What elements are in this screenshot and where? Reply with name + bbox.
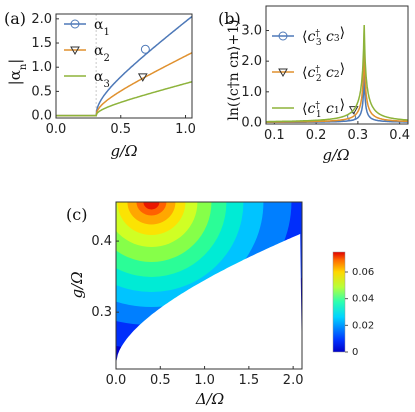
panel-b-label: (b) <box>218 9 241 28</box>
legend-label-α3: α3 <box>94 69 110 90</box>
series-marker-α2 <box>137 73 148 82</box>
legend-label-α1: α1 <box>94 17 110 38</box>
colorbar-tick-label: 0 <box>352 347 358 358</box>
panel-b-ytick-label: 0.0 <box>241 115 262 130</box>
legend-marker-c3 <box>278 31 288 41</box>
series-marker-α1 <box>140 44 150 54</box>
panel-a-label: (a) <box>4 9 26 28</box>
panel-a: (a) |αn| g/Ω 0.0 0.5 1.0 0.0 0.5 1.0 1.5 2.0 α1… <box>4 9 196 160</box>
panel-b-ylabel: ln(⟨c†n cn⟩+1) <box>226 19 242 120</box>
panel-b-frame <box>265 5 409 125</box>
panel-a-frame <box>55 13 193 119</box>
panel-c-xtick-label: 1.0 <box>194 373 215 388</box>
legend-label-c3: ⟨c† 3 c3⟩ <box>302 25 345 48</box>
colorbar-ticks: 0 0.02 0.04 0.06 <box>345 267 374 358</box>
panel-c-ytick-label: 0.3 <box>91 305 112 320</box>
panel-b-ytick-label: 2.0 <box>241 54 262 69</box>
panel-a-ticks: 0.0 0.5 1.0 0.0 0.5 1.0 1.5 2.0 <box>31 12 196 137</box>
legend-marker-α1 <box>70 19 80 29</box>
panel-c-label: (c) <box>66 205 87 224</box>
legend-label-c1: ⟨c† 1 c1⟩ <box>302 97 345 120</box>
panel-c-xtick-label: 0.0 <box>106 373 127 388</box>
panel-b-ytick-label: 1.0 <box>241 85 262 100</box>
colorbar <box>332 251 346 353</box>
panel-a-legend: α1 α2 α3 <box>64 17 110 90</box>
panel-b-xtick-label: 0.3 <box>348 128 369 143</box>
panel-a-ytick-label: 1.5 <box>31 36 52 51</box>
panel-c-xtick-label: 0.5 <box>150 373 171 388</box>
panel-b-xtick-label: 0.1 <box>264 128 285 143</box>
panel-a-xtick-label: 0.0 <box>46 122 67 137</box>
panel-b-plot <box>266 24 408 124</box>
legend-marker-c2 <box>278 68 288 78</box>
colorbar-tick-label: 0.06 <box>352 267 374 278</box>
panel-b-xlabel: g/Ω <box>322 146 349 164</box>
heatmap-layer <box>143 202 160 210</box>
colorbar-tick-label: 0.04 <box>352 294 374 305</box>
panel-a-xtick-label: 1.0 <box>175 122 196 137</box>
panel-b-xtick-label: 0.2 <box>306 128 327 143</box>
panel-c: (c) g/Ω Δ/Ω 0.0 0.5 1.0 1.5 2.00.30.4 00.020… <box>66 201 374 408</box>
panel-a-ytick-label: 0.5 <box>31 84 52 99</box>
panel-c-ytick-label: 0.4 <box>91 234 112 249</box>
series-line-α3 <box>56 80 192 117</box>
panel-a-xtick-label: 0.5 <box>110 122 131 137</box>
series-line-α2 <box>56 52 192 117</box>
panel-a-ytick-label: 1.0 <box>31 60 52 75</box>
panel-c-frame <box>115 201 303 370</box>
panel-a-xlabel: g/Ω <box>110 142 137 160</box>
panel-c-xtick-label: 1.5 <box>239 373 260 388</box>
panel-c-xtick-label: 2.0 <box>283 373 304 388</box>
heatmap-white-region <box>116 233 302 369</box>
panel-b-ticks: 0.1 0.2 0.3 0.4 0.0 1.0 2.0 3.0 <box>241 24 410 143</box>
panel-c-xlabel: Δ/Ω <box>195 390 224 408</box>
panel-b-legend: ⟨c† 3 c3⟩ ⟨c† 2 c2⟩ ⟨c† 1 c1⟩ <box>272 25 345 120</box>
colorbar-tick-label: 0.02 <box>352 320 374 331</box>
panel-b: (b) ln(⟨c†n cn⟩+1) g/Ω 0.1 0.2 0.3 0.4 0.0 1.… <box>218 5 410 164</box>
panel-a-plot <box>56 14 192 118</box>
panel-c-ylabel: g/Ω <box>68 271 86 298</box>
series-line-c1 <box>266 24 408 123</box>
panel-b-ytick-label: 3.0 <box>241 24 262 39</box>
legend-label-α2: α2 <box>94 43 110 64</box>
panel-a-ytick-label: 0.0 <box>31 109 52 124</box>
panel-a-ylabel: |αn| <box>6 59 29 86</box>
heatmap-area <box>116 202 302 369</box>
panel-c-ticks: 0.0 0.5 1.0 1.5 2.0 0.3 0.4 <box>91 234 303 388</box>
legend-label-c2: ⟨c† 2 c2⟩ <box>302 61 345 84</box>
legend-marker-α2 <box>70 46 80 56</box>
series-marker-c2 <box>348 106 359 115</box>
panel-b-xtick-label: 0.4 <box>389 128 410 143</box>
panel-a-ytick-label: 2.0 <box>31 12 52 27</box>
